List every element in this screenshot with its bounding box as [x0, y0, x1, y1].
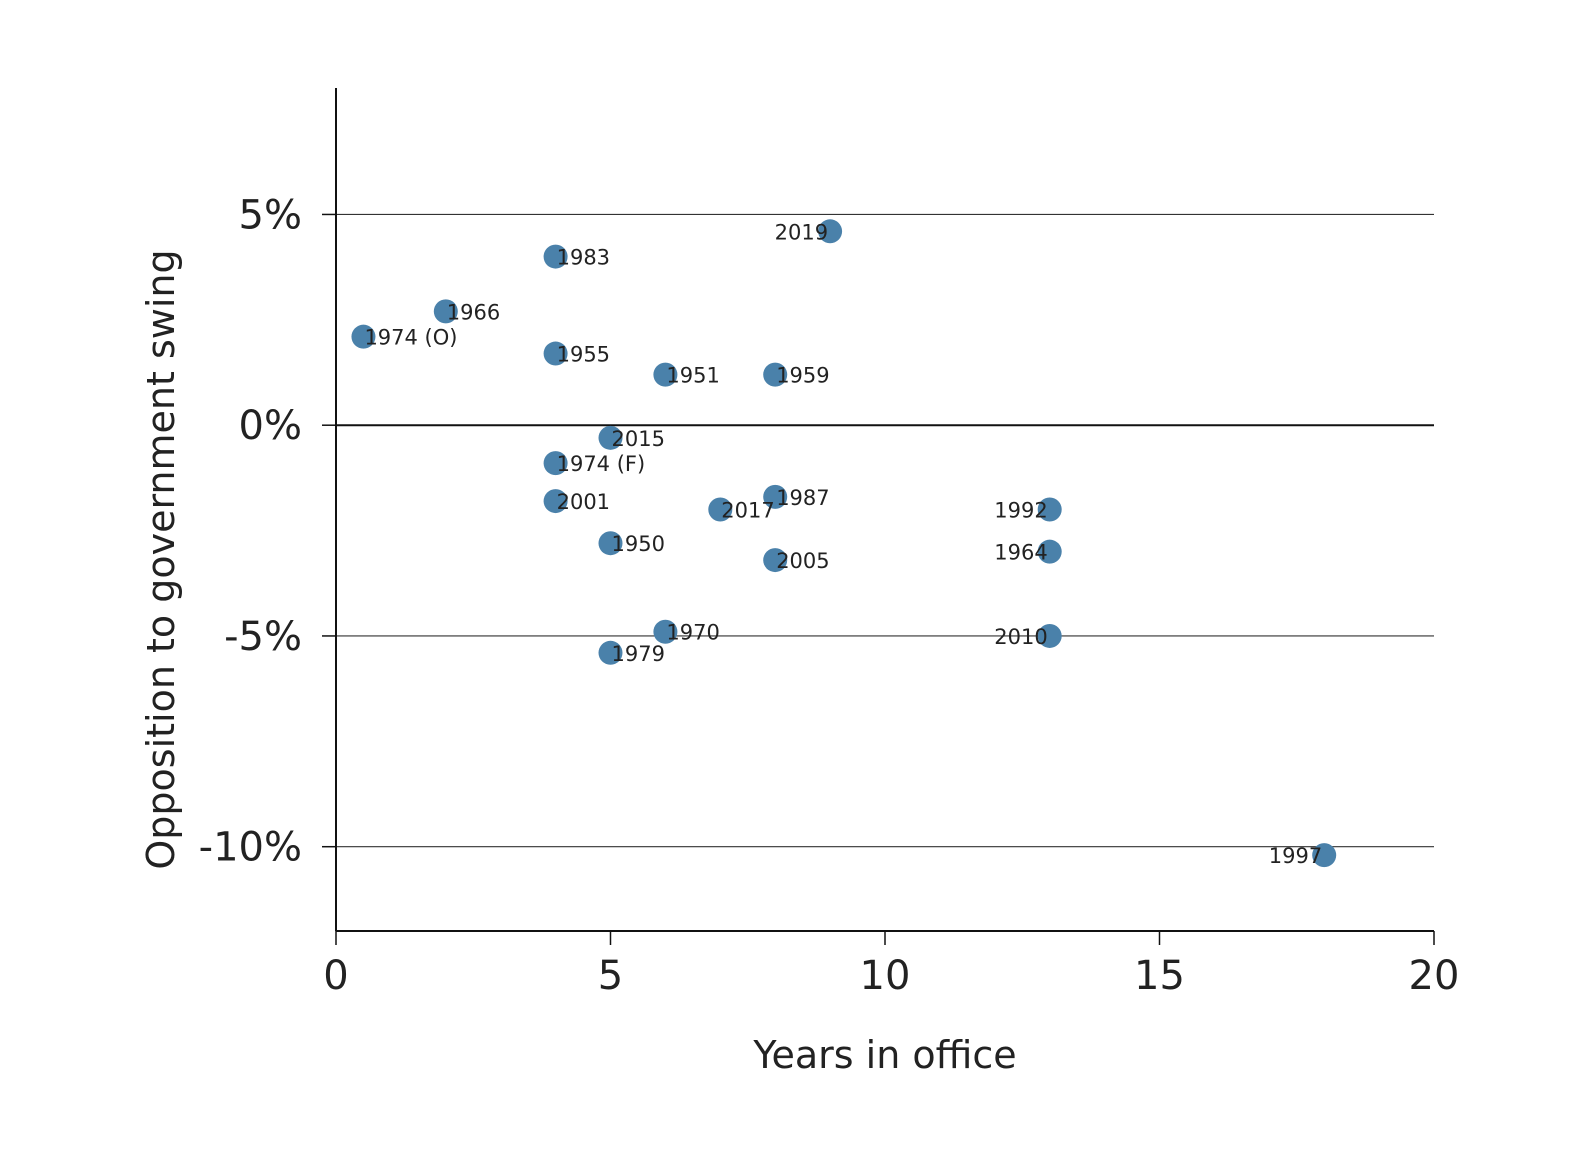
- data-point: [433, 299, 458, 324]
- x-axis-title: Years in office: [752, 1033, 1016, 1077]
- data-point-label: 2017: [721, 499, 774, 523]
- data-point: [543, 451, 568, 476]
- data-point: [1037, 539, 1062, 564]
- data-point: [653, 362, 678, 387]
- x-tick-label: 20: [1409, 953, 1460, 999]
- data-point: [818, 219, 843, 244]
- data-point-label: 2010: [994, 625, 1047, 649]
- data-point: [763, 362, 788, 387]
- data-point: [598, 425, 623, 450]
- data-point: [543, 244, 568, 269]
- data-point: [543, 341, 568, 366]
- data-point-label: 1964: [994, 541, 1047, 565]
- data-point-label: 2015: [612, 427, 665, 451]
- data-point: [1037, 497, 1062, 522]
- data-point: [763, 484, 788, 509]
- data-point-label: 1959: [776, 364, 829, 388]
- data-point: [543, 489, 568, 514]
- data-point: [708, 497, 733, 522]
- y-tick-label: -5%: [224, 614, 302, 660]
- y-tick-label: 0%: [239, 403, 302, 449]
- data-point-label: 1979: [612, 642, 665, 666]
- y-axis-title: Opposition to government swing: [139, 249, 183, 869]
- data-point-label: 2001: [557, 490, 610, 514]
- data-point: [1037, 623, 1062, 648]
- x-tick-label: 5: [598, 953, 623, 999]
- data-point-label: 1970: [666, 621, 719, 645]
- data-point-label: 2019: [775, 220, 828, 244]
- data-point-label: 1997: [1269, 844, 1322, 868]
- y-tick-label: -10%: [199, 825, 302, 871]
- data-point: [598, 531, 623, 556]
- data-point-label: 2005: [776, 549, 829, 573]
- data-point-label: 1983: [557, 246, 610, 270]
- x-ticks: 0 5 10 15 20: [323, 931, 1459, 999]
- data-point-label: 1955: [557, 343, 610, 367]
- data-point-label: 1974 (O): [364, 326, 457, 350]
- data-point-label: 1974 (F): [557, 452, 646, 476]
- gridlines: [336, 213, 1434, 848]
- data-point-label: 1987: [776, 486, 829, 510]
- data-point-label: 1951: [666, 364, 719, 388]
- y-ticks: 5% 0% -5% -10%: [199, 192, 336, 871]
- data-point-label: 1966: [447, 300, 500, 324]
- data-point: [351, 324, 376, 349]
- y-tick-label: 5%: [239, 192, 302, 238]
- data-point: [653, 619, 678, 644]
- data-point: [598, 640, 623, 665]
- data-point-label: 1950: [612, 532, 665, 556]
- data-point-label: 1992: [994, 499, 1047, 523]
- x-tick-label: 0: [323, 953, 348, 999]
- x-tick-label: 10: [860, 953, 911, 999]
- data-point: [763, 548, 788, 573]
- data-point: [1312, 843, 1337, 868]
- x-tick-label: 15: [1134, 953, 1185, 999]
